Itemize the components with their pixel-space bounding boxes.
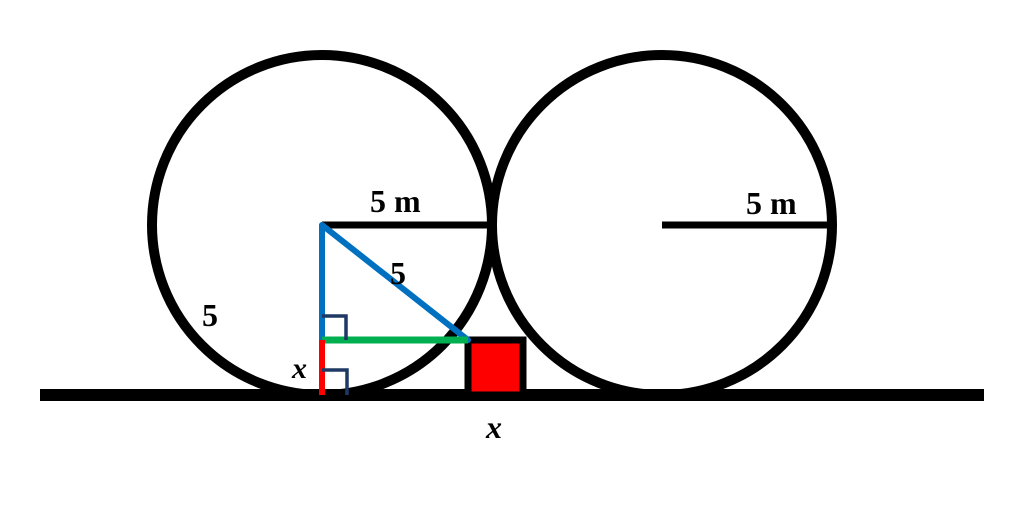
label-left-radius: 5 m xyxy=(370,183,421,219)
label-right-radius: 5 m xyxy=(746,185,797,221)
label-x-vertical: x xyxy=(291,352,307,385)
label-left-5: 5 xyxy=(202,297,218,333)
label-hypotenuse-5: 5 xyxy=(390,255,406,291)
label-x-bottom: x xyxy=(485,409,502,445)
geometry-diagram: 5 m 5 m 5 5 x x xyxy=(0,0,1024,510)
red-square xyxy=(468,340,523,395)
right-angle-upper xyxy=(322,316,346,340)
